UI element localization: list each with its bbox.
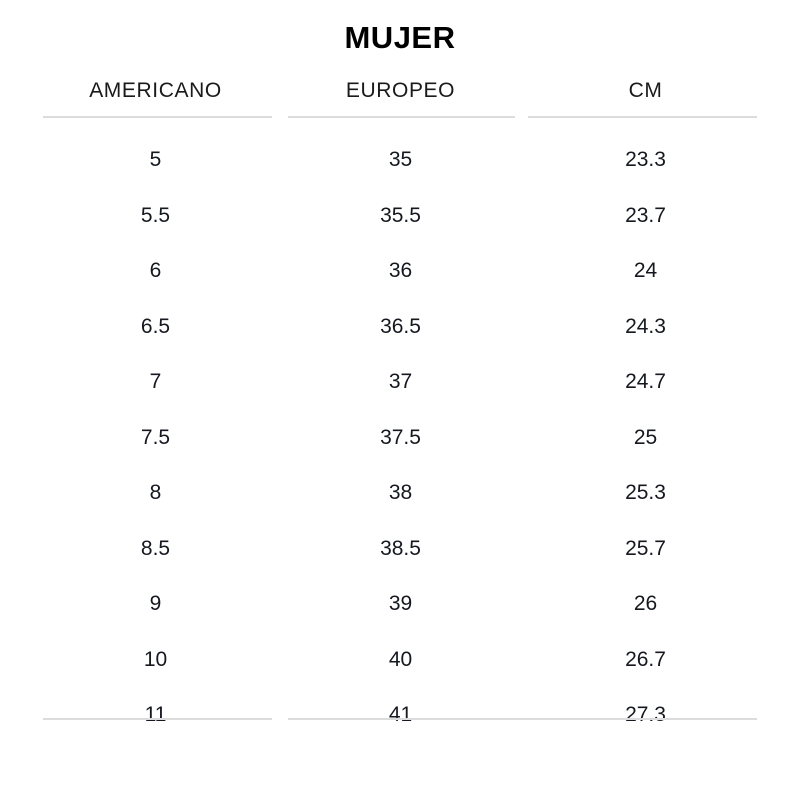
table-row: 8 38 25.3 (0, 465, 800, 521)
table-row: 10 40 26.7 (0, 632, 800, 688)
cell-americano: 8 (149, 481, 162, 505)
cell-cm: 24.3 (625, 314, 666, 338)
cell-cm: 23.7 (625, 203, 666, 227)
cell-europeo: 36 (388, 259, 413, 283)
cell-cm: 23.3 (625, 148, 666, 172)
cell-americano: 5.5 (140, 203, 171, 227)
column-header-cm: CM (628, 79, 663, 102)
cell-americano: 5 (149, 148, 162, 172)
cell-cm: 24 (633, 259, 658, 283)
cell-americano: 6 (149, 259, 162, 283)
cell-cm: 26 (633, 592, 658, 616)
cell-europeo: 39 (388, 592, 413, 616)
cell-europeo: 38 (388, 481, 413, 505)
cell-americano: 11 (144, 703, 167, 727)
header-rule-americano (43, 116, 272, 118)
cell-europeo: 36.5 (380, 314, 421, 338)
header-rule-europeo (288, 116, 515, 118)
table-body: 5 35 23.3 5.5 35.5 23.7 6 36 24 6.5 36.5 24.3 7 37 24.… (0, 132, 800, 743)
table-row: 11 41 27.3 (0, 687, 800, 743)
cell-europeo: 35 (388, 148, 413, 172)
cell-americano: 6.5 (140, 314, 171, 338)
cell-cm: 26.7 (625, 647, 666, 671)
cell-americano: 7 (149, 370, 162, 394)
cell-americano: 8.5 (140, 536, 171, 560)
cell-cm: 25.3 (625, 481, 666, 505)
table-row: 7.5 37.5 25 (0, 410, 800, 466)
header-rule-cm (528, 116, 757, 118)
table-row: 5.5 35.5 23.7 (0, 188, 800, 244)
cell-americano: 9 (149, 592, 162, 616)
table-row: 6 36 24 (0, 243, 800, 299)
cell-europeo: 41 (388, 703, 413, 727)
table-row: 5 35 23.3 (0, 132, 800, 188)
cell-cm: 25 (633, 425, 658, 449)
footer-rule-europeo-cm (288, 718, 757, 720)
column-header-americano: AMERICANO (89, 79, 222, 102)
table-row: 8.5 38.5 25.7 (0, 521, 800, 577)
footer-rule-americano (43, 718, 272, 720)
cell-europeo: 40 (388, 647, 413, 671)
table-header-row: AMERICANO EUROPEO CM (0, 78, 800, 104)
column-header-europeo: EUROPEO (345, 79, 456, 102)
cell-europeo: 38.5 (380, 536, 421, 560)
table-row: 6.5 36.5 24.3 (0, 299, 800, 355)
cell-europeo: 37.5 (380, 425, 421, 449)
cell-cm: 24.7 (625, 370, 666, 394)
page-title: MUJER (344, 20, 456, 55)
cell-cm: 27.3 (625, 703, 666, 727)
cell-europeo: 35.5 (380, 203, 421, 227)
table-row: 9 39 26 (0, 576, 800, 632)
cell-americano: 10 (143, 647, 168, 671)
table-row: 7 37 24.7 (0, 354, 800, 410)
cell-americano: 7.5 (140, 425, 171, 449)
cell-cm: 25.7 (625, 536, 666, 560)
cell-europeo: 37 (388, 370, 413, 394)
